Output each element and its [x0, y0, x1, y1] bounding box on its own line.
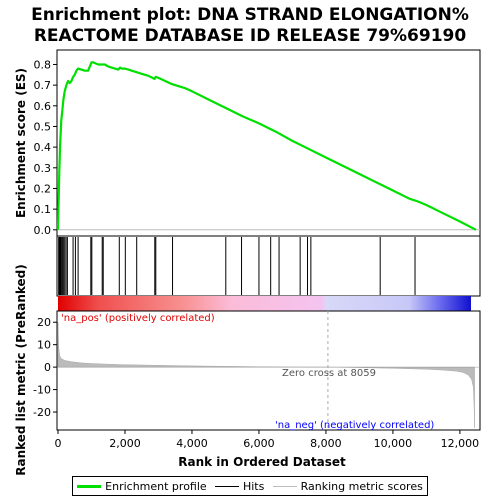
es-tick-label: 0.8	[34, 58, 52, 71]
enrichment-profile-line	[56, 61, 477, 231]
x-axis-label: Rank in Ordered Dataset	[178, 455, 346, 469]
x-tick-label: 6,000	[243, 437, 275, 450]
legend-item-ranking-metric: Ranking metric scores	[272, 479, 423, 493]
chart-title-line-1: Enrichment plot: DNA STRAND ELONGATION%	[31, 5, 469, 25]
x-axis: 0 2,000 4,000 6,000 8,000 10,000 12,000	[55, 430, 480, 450]
rank-color-bar	[58, 296, 471, 311]
es-tick-label: 0.2	[34, 182, 52, 195]
es-tick-label: 0.5	[34, 120, 52, 133]
pos-correlated-label: 'na_pos' (positively correlated)	[61, 313, 215, 324]
chart-title-line-2: REACTOME DATABASE ID RELEASE 79%69190	[34, 26, 467, 46]
es-tick-label: 0.3	[34, 162, 52, 175]
legend-swatch-enrichment	[77, 484, 102, 488]
zero-cross-label: Zero cross at 8059	[282, 368, 376, 379]
es-tick-label: 0.1	[34, 203, 52, 216]
legend-label-enrichment: Enrichment profile	[105, 479, 207, 493]
legend-item-enrichment-profile: Enrichment profile	[77, 480, 207, 493]
y-axis-label-es: Enrichment score (ES)	[14, 68, 28, 218]
neg-correlated-label: 'na_neg' (negatively correlated)	[275, 420, 434, 431]
ranking-metric-area	[57, 322, 475, 428]
x-tick-label: 0	[55, 437, 62, 450]
x-tick-label: 8,000	[310, 437, 342, 450]
es-tick-label: 0.6	[34, 100, 52, 113]
hits-layer	[58, 237, 416, 295]
metric-tick-label: 10	[37, 339, 51, 352]
es-panel-frame	[56, 49, 481, 237]
metric-y-axis: 20 10 0 -10 -20	[33, 316, 57, 419]
metric-tick-label: -10	[33, 384, 51, 397]
legend-label-hits: Hits	[242, 479, 265, 493]
y-axis-label-metric: Ranked list metric (PreRanked)	[14, 264, 28, 476]
metric-tick-label: 0	[44, 361, 51, 374]
metric-tick-label: -20	[33, 406, 51, 419]
es-tick-label: 0.4	[34, 141, 52, 154]
metric-tick-label: 20	[37, 316, 51, 329]
legend-swatch-hits	[214, 485, 239, 487]
hits-panel-frame	[56, 235, 481, 297]
es-y-axis: 0.0 0.1 0.2 0.3 0.4 0.5 0.6 0.7 0.8	[34, 58, 57, 237]
x-tick-label: 2,000	[109, 437, 141, 450]
x-tick-label: 12,000	[441, 437, 480, 450]
x-tick-label: 10,000	[374, 437, 413, 450]
enrichment-profile-layer	[56, 61, 480, 231]
metric-layer	[57, 311, 480, 430]
es-tick-label: 0.7	[34, 79, 52, 92]
legend-item-hits: Hits	[214, 479, 265, 493]
metric-panel-frame	[56, 310, 481, 431]
legend: Enrichment profile Hits Ranking metric s…	[72, 476, 428, 496]
legend-label-metric: Ranking metric scores	[300, 479, 423, 493]
es-tick-label: 0.0	[34, 224, 52, 237]
legend-swatch-metric	[272, 485, 297, 487]
x-tick-label: 4,000	[176, 437, 208, 450]
